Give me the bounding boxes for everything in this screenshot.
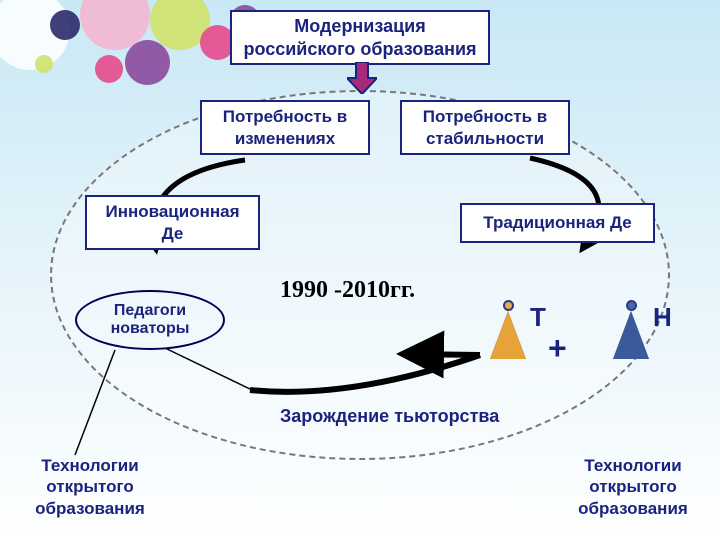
innovation-text: Инновационная Де [95, 201, 250, 244]
tech-open-right: Технологии открытого образования [548, 455, 718, 519]
need-change-text: Потребность в изменениях [210, 106, 360, 149]
years-label: 1990 -2010гг. [280, 275, 415, 305]
person-t-body [490, 311, 526, 359]
title-box: Модернизация российского образования [230, 10, 490, 65]
person-n-label: Н [653, 302, 672, 333]
need-stability-box: Потребность в стабильности [400, 100, 570, 155]
down-arrow-icon [347, 62, 377, 94]
innovation-box: Инновационная Де [85, 195, 260, 250]
need-change-box: Потребность в изменениях [200, 100, 370, 155]
person-n-body [613, 311, 649, 359]
pedagogues-text: Педагоги новаторы [77, 302, 223, 338]
plus-sign: + [548, 330, 567, 367]
emergence-label: Зарождение тьюторства [280, 405, 499, 428]
traditional-text: Традиционная Де [483, 212, 632, 233]
title-text: Модернизация российского образования [240, 15, 480, 60]
tech-open-left: Технологии открытого образования [5, 455, 175, 519]
person-t-icon [503, 300, 514, 311]
pedagogues-oval: Педагоги новаторы [75, 290, 225, 350]
traditional-box: Традиционная Де [460, 203, 655, 243]
need-stability-text: Потребность в стабильности [410, 106, 560, 149]
person-n-icon [626, 300, 637, 311]
person-t-label: Т [530, 302, 546, 333]
